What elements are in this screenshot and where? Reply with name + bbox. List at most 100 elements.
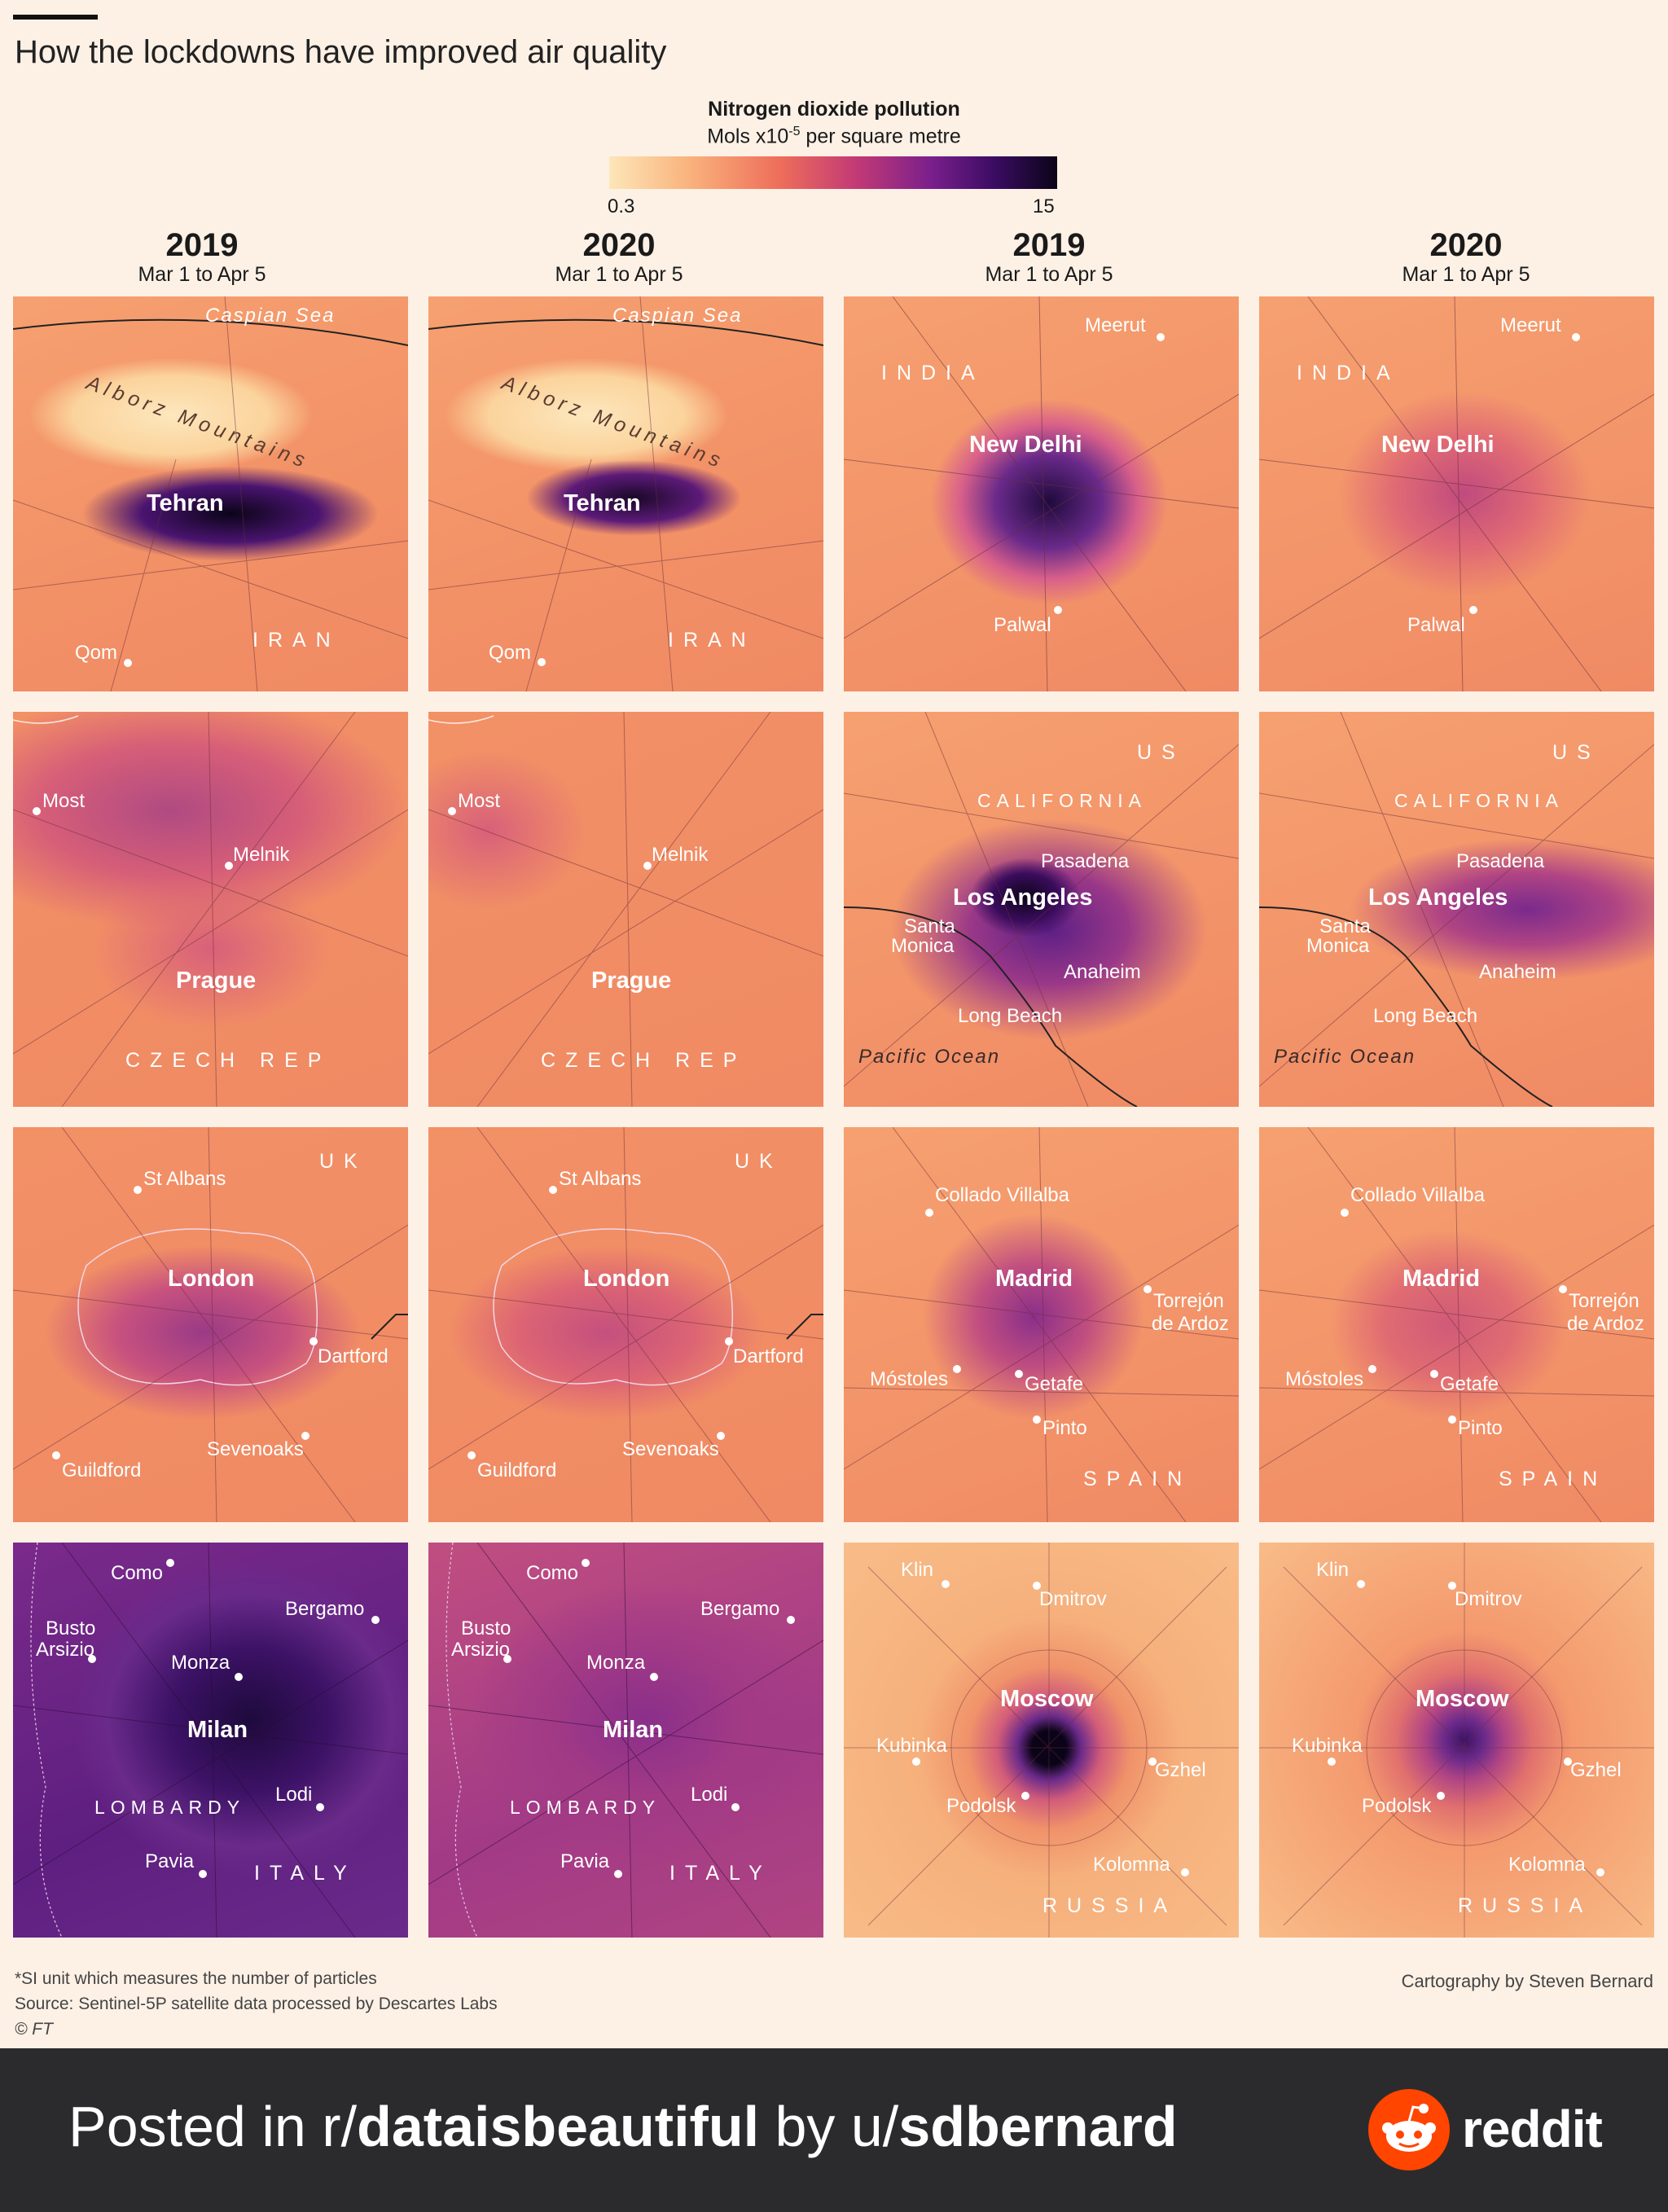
- town-label: de Ardoz: [1152, 1313, 1229, 1335]
- country-label: INDIA: [881, 362, 985, 384]
- town-marker: [953, 1365, 961, 1373]
- town-marker: [731, 1803, 740, 1811]
- town-marker: [166, 1559, 174, 1567]
- town-label: Sevenoaks: [207, 1438, 304, 1460]
- town-marker: [33, 807, 41, 815]
- town-marker: [371, 1616, 380, 1624]
- town-marker: [549, 1186, 557, 1194]
- reddit-snoo-icon: [1368, 2089, 1450, 2170]
- town-label: Kolomna: [1508, 1854, 1586, 1876]
- town-label: Most: [42, 790, 86, 812]
- town-label: Pinto: [1042, 1417, 1087, 1439]
- reddit-banner: Posted in r/dataisbeautiful by u/sdberna…: [0, 2048, 1668, 2212]
- town-marker: [199, 1870, 207, 1878]
- town-marker: [316, 1803, 324, 1811]
- town-marker: [448, 807, 456, 815]
- town-label: Monza: [586, 1652, 646, 1674]
- town-label: Pavia: [145, 1850, 195, 1872]
- map-london-2019: UK St Albans London Dartford Guildford S…: [13, 1127, 408, 1522]
- town-label: Arsizio: [36, 1639, 95, 1661]
- town-marker: [235, 1673, 243, 1681]
- map-prague-2019: Most Melnik Prague CZECH REP: [13, 712, 408, 1107]
- town-label: Meerut: [1500, 314, 1561, 336]
- town-label: Anaheim: [1064, 961, 1141, 983]
- town-label: Meerut: [1085, 314, 1146, 336]
- city-label: New Delhi: [969, 432, 1082, 458]
- country-label: UK: [735, 1150, 783, 1173]
- road-network: [13, 1543, 408, 1938]
- road-network: [1259, 1127, 1654, 1522]
- map-delhi-2019: INDIA Meerut New Delhi Palwal: [844, 296, 1239, 691]
- sea-label: Caspian Sea: [205, 305, 336, 327]
- town-marker: [650, 1673, 658, 1681]
- town-label: Lodi: [691, 1784, 728, 1806]
- legend-color-ramp: [609, 156, 1057, 189]
- town-marker: [1437, 1792, 1445, 1800]
- town-marker: [1430, 1370, 1438, 1378]
- town-marker: [787, 1616, 795, 1624]
- town-label: Gzhel: [1570, 1759, 1622, 1781]
- city-label: Milan: [187, 1717, 248, 1743]
- town-marker: [1564, 1758, 1572, 1766]
- town-label: Most: [458, 790, 501, 812]
- city-label: Milan: [603, 1717, 664, 1743]
- road-network: [13, 1127, 408, 1522]
- town-label: Dmitrov: [1455, 1588, 1522, 1610]
- town-marker: [725, 1337, 733, 1345]
- town-marker: [124, 659, 132, 667]
- column-header-1: 2019 Mar 1 to Apr 5: [39, 228, 365, 287]
- column-year: 2020: [582, 227, 656, 263]
- town-label: Kubinka: [876, 1735, 947, 1757]
- page-title: How the lockdowns have improved air qual…: [15, 34, 667, 70]
- road-network: [428, 1543, 823, 1938]
- town-label: Anaheim: [1479, 961, 1556, 983]
- town-marker: [1015, 1370, 1023, 1378]
- road-network: [428, 296, 823, 691]
- town-label: Kolomna: [1093, 1854, 1170, 1876]
- town-label: Sevenoaks: [622, 1438, 719, 1460]
- road-network: [844, 1127, 1239, 1522]
- town-label: Dartford: [318, 1345, 388, 1367]
- user-link[interactable]: sdbernard: [898, 2095, 1178, 2158]
- sea-label: Caspian Sea: [612, 305, 743, 327]
- town-marker: [1033, 1415, 1041, 1424]
- town-label: Monza: [171, 1652, 230, 1674]
- road-network: [1259, 296, 1654, 691]
- town-marker: [1033, 1582, 1041, 1590]
- town-marker: [1596, 1868, 1604, 1876]
- region-label: LOMBARDY: [510, 1797, 661, 1818]
- town-label: Long Beach: [958, 1005, 1063, 1027]
- map-london-2020: UK St Albans London Dartford Guildford S…: [428, 1127, 823, 1522]
- town-label: Busto: [461, 1617, 511, 1639]
- town-label: Pasadena: [1456, 850, 1545, 872]
- town-label: Monica: [891, 935, 955, 957]
- town-marker: [1054, 606, 1062, 614]
- town-label: Santa: [904, 915, 955, 937]
- country-label: RUSSIA: [1042, 1894, 1178, 1917]
- road-network: [1259, 1543, 1654, 1938]
- town-marker: [912, 1758, 920, 1766]
- column-header-2: 2020 Mar 1 to Apr 5: [456, 228, 782, 287]
- town-label: Gzhel: [1155, 1759, 1206, 1781]
- town-label: Podolsk: [1362, 1795, 1432, 1817]
- map-madrid-2020: Collado Villalba Madrid Torrejón de Ardo…: [1259, 1127, 1654, 1522]
- town-marker: [614, 1870, 622, 1878]
- footnote-unit: *SI unit which measures the number of pa…: [15, 1969, 377, 1988]
- map-la-2020: US CALIFORNIA Pasadena Los Angeles Santa…: [1259, 712, 1654, 1107]
- town-marker: [1157, 333, 1165, 341]
- column-year: 2019: [1012, 227, 1086, 263]
- town-label: Collado Villalba: [935, 1184, 1069, 1206]
- town-marker: [1368, 1365, 1376, 1373]
- road-network: [428, 712, 823, 1107]
- map-tehran-2019: Caspian Sea Alborz Mountains Tehran Qom …: [13, 296, 408, 691]
- footnote-copyright: © FT: [15, 2020, 53, 2039]
- road-network: [844, 296, 1239, 691]
- town-label: Arsizio: [451, 1639, 511, 1661]
- town-marker: [1469, 606, 1477, 614]
- town-label: Dartford: [733, 1345, 804, 1367]
- town-label: Móstoles: [870, 1368, 949, 1390]
- subreddit-link[interactable]: dataisbeautiful: [357, 2095, 760, 2158]
- column-year: 2020: [1429, 227, 1503, 263]
- banner-text: Posted in r/dataisbeautiful by u/sdberna…: [68, 2095, 1178, 2158]
- town-label: Santa: [1319, 915, 1371, 937]
